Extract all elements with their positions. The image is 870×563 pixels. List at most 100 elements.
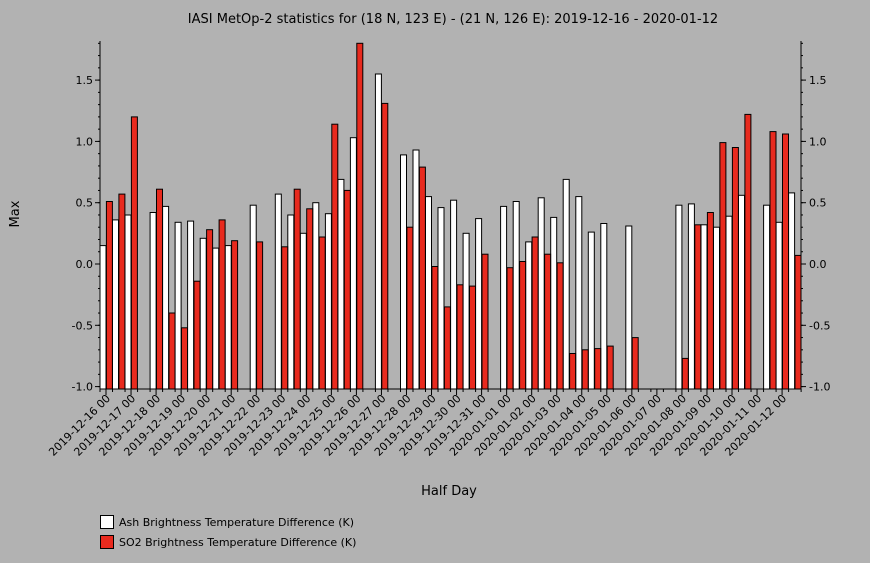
ash-bar bbox=[700, 224, 708, 390]
ash-bar bbox=[274, 193, 282, 390]
bars bbox=[99, 42, 802, 390]
x-axis-label: Half Day bbox=[421, 484, 477, 499]
ash-bar bbox=[425, 196, 432, 390]
y-tick-label-right: 1.0 bbox=[809, 135, 827, 148]
y-tick-label-left: -1.0 bbox=[72, 381, 93, 394]
legend-label-ash: Ash Brightness Temperature Difference (K… bbox=[119, 515, 354, 529]
so2-bar bbox=[181, 327, 188, 390]
so2-bar bbox=[381, 102, 389, 390]
legend: Ash Brightness Temperature Difference (K… bbox=[100, 512, 356, 552]
so2-bar bbox=[706, 212, 714, 390]
y-axis-label: Max bbox=[8, 200, 23, 227]
so2-bar bbox=[469, 285, 476, 390]
so2-bar bbox=[581, 349, 589, 390]
so2-bar bbox=[556, 262, 564, 390]
legend-item-so2: SO2 Brightness Temperature Difference (K… bbox=[100, 532, 356, 552]
so2-bar bbox=[531, 236, 539, 390]
y-tick-label-right: -1.0 bbox=[809, 381, 830, 394]
y-tick-label-left: -0.5 bbox=[72, 319, 93, 332]
ash-bar bbox=[788, 192, 796, 390]
so2-bar bbox=[418, 166, 426, 390]
ash-bar bbox=[675, 204, 683, 390]
ash-bar bbox=[149, 212, 157, 390]
so2-bar bbox=[569, 353, 577, 390]
ash-bar bbox=[738, 194, 745, 390]
so2-bar bbox=[406, 226, 414, 390]
so2-bar bbox=[218, 219, 226, 390]
so2-bar bbox=[744, 113, 752, 390]
so2-bar bbox=[281, 246, 289, 390]
ash-bar bbox=[187, 220, 195, 390]
ash-bar bbox=[537, 197, 545, 390]
ash-bar bbox=[400, 154, 407, 390]
ash-bar bbox=[124, 214, 132, 390]
so2-bar bbox=[168, 312, 176, 390]
y-tick-label-left: 0.0 bbox=[76, 258, 94, 271]
so2-bar bbox=[443, 306, 451, 390]
so2-bar bbox=[631, 337, 639, 390]
legend-swatch-so2 bbox=[100, 535, 114, 549]
ash-bar bbox=[287, 214, 295, 390]
ash-bar bbox=[475, 218, 483, 390]
so2-bar bbox=[456, 284, 464, 390]
legend-swatch-ash bbox=[100, 515, 114, 529]
y-tick-label-right: 0.5 bbox=[809, 197, 827, 210]
y-tick-label-left: 0.5 bbox=[76, 197, 94, 210]
ash-bar bbox=[512, 201, 520, 390]
so2-bar bbox=[206, 229, 214, 390]
so2-bar bbox=[356, 42, 364, 390]
ash-bar bbox=[575, 196, 583, 390]
ash-bar bbox=[687, 203, 695, 390]
so2-bar bbox=[318, 236, 326, 390]
so2-bar bbox=[118, 193, 126, 390]
ash-bar bbox=[450, 199, 458, 390]
so2-bar bbox=[130, 116, 138, 390]
ash-bar bbox=[525, 241, 533, 390]
so2-bar bbox=[481, 253, 489, 390]
ash-bar bbox=[162, 205, 170, 390]
ash-bar bbox=[587, 231, 595, 390]
y-tick-label-right: 1.5 bbox=[809, 74, 827, 87]
so2-bar bbox=[606, 345, 614, 390]
ash-bar bbox=[249, 204, 257, 390]
ash-bar bbox=[725, 215, 733, 390]
ash-bar bbox=[224, 245, 232, 390]
legend-item-ash: Ash Brightness Temperature Difference (K… bbox=[100, 512, 356, 532]
so2-bar bbox=[431, 266, 439, 390]
so2-bar bbox=[506, 267, 514, 390]
y-tick-label-right: 0.0 bbox=[809, 258, 827, 271]
ash-bar bbox=[112, 219, 119, 390]
ash-bar bbox=[99, 245, 107, 390]
ash-bar bbox=[212, 247, 220, 390]
ash-bar bbox=[412, 149, 420, 390]
ash-bar bbox=[550, 216, 558, 390]
so2-bar bbox=[731, 147, 739, 390]
ash-bar bbox=[625, 225, 633, 390]
ash-bar bbox=[337, 178, 345, 390]
axes: 1.5 1.5 1.0 1.0 0.5 0.5 0.0 0.0 -0.5 -0.5 -1.0 -1.0… bbox=[46, 41, 830, 459]
y-tick-label-right: -0.5 bbox=[809, 319, 830, 332]
so2-bar bbox=[343, 189, 351, 390]
ash-bar bbox=[324, 213, 332, 390]
ash-bar bbox=[462, 232, 470, 390]
ash-bar bbox=[713, 226, 720, 390]
so2-bar bbox=[594, 348, 602, 390]
so2-bar bbox=[782, 133, 789, 390]
so2-bar bbox=[769, 131, 777, 390]
ash-bar bbox=[374, 73, 382, 390]
ash-bar bbox=[349, 137, 357, 390]
ash-bar bbox=[312, 202, 320, 390]
ash-bar bbox=[199, 237, 207, 390]
so2-bar bbox=[519, 261, 527, 390]
so2-bar bbox=[306, 208, 314, 390]
y-tick-label-left: 1.0 bbox=[76, 135, 94, 148]
so2-bar bbox=[794, 254, 802, 390]
so2-bar bbox=[256, 241, 264, 390]
chart-title: IASI MetOp-2 statistics for (18 N, 123 E… bbox=[188, 12, 718, 27]
so2-bar bbox=[331, 123, 339, 390]
so2-bar bbox=[105, 201, 113, 390]
ash-bar bbox=[562, 178, 570, 390]
so2-bar bbox=[694, 224, 702, 390]
ash-bar bbox=[763, 204, 771, 390]
